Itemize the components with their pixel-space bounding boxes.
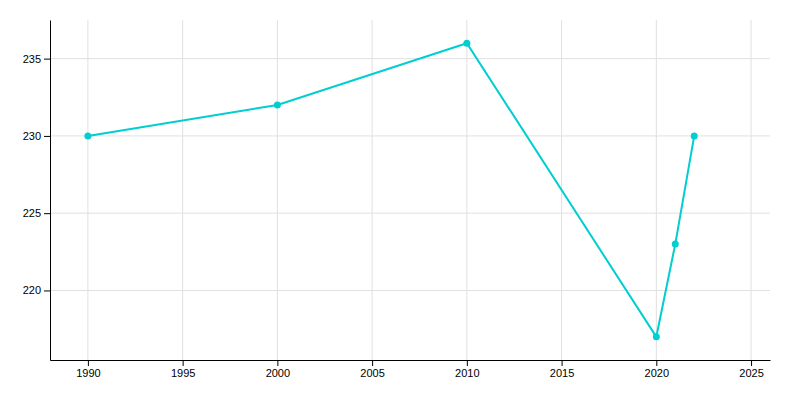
x-axis-tick-mark	[88, 360, 89, 366]
x-axis-tick-label: 2020	[645, 367, 669, 379]
x-axis-tick-mark	[277, 360, 278, 366]
x-axis-tick-label: 2025	[739, 367, 763, 379]
grid-line-y	[50, 58, 770, 59]
x-axis-tick-label: 1995	[171, 367, 195, 379]
x-axis-tick-label: 2005	[360, 367, 384, 379]
plot-area: 1990 1995 2000 2005 2010 2015 2020 2025 220 225 23…	[23, 20, 771, 379]
x-axis-tick-label: 1990	[76, 367, 100, 379]
x-axis-tick-mark	[372, 360, 373, 366]
y-axis-tick: 230	[23, 130, 50, 142]
grid-line-x	[372, 20, 373, 360]
x-axis-tick: 2010	[455, 360, 479, 379]
grid-line-y	[50, 290, 770, 291]
point	[84, 132, 91, 139]
grid-line-x	[656, 20, 657, 360]
x-axis-tick-mark	[467, 360, 468, 366]
grid-line-x	[751, 20, 752, 360]
y-axis-tick-label: 225	[23, 207, 41, 219]
grid-line-x	[182, 20, 183, 360]
series	[84, 40, 697, 341]
point	[274, 102, 281, 109]
grid-line-x	[277, 20, 278, 360]
y-axis-tick-label: 235	[23, 53, 41, 65]
y-axis-tick: 225	[23, 207, 50, 219]
y-axis-tick-label: 220	[23, 284, 41, 296]
x-axis-line	[51, 360, 771, 361]
x-axis-tick-mark	[751, 360, 752, 366]
chart: 1990 1995 2000 2005 2010 2015 2020 2025 220 225 23…	[0, 0, 800, 400]
x-axis-tick: 2005	[360, 360, 384, 379]
y-axis-tick: 235	[23, 53, 50, 65]
point	[653, 333, 660, 340]
x-axis-tick-mark	[656, 360, 657, 366]
x-axis-tick: 2020	[645, 360, 669, 379]
x-axis-tick: 2000	[266, 360, 290, 379]
grid-line-y	[50, 213, 770, 214]
x-axis-tick-label: 2010	[455, 367, 479, 379]
point	[463, 40, 470, 47]
y-axis-line	[50, 21, 51, 361]
x-axis-tick-mark	[183, 360, 184, 366]
point	[691, 132, 698, 139]
y-axis-tick-mark	[44, 59, 50, 60]
y-axis-tick: 220	[23, 284, 50, 296]
x-axis-tick-mark	[562, 360, 563, 366]
y-axis-tick-mark	[44, 290, 50, 291]
y-axis-tick-mark	[44, 136, 50, 137]
grid	[50, 20, 770, 360]
line	[88, 43, 694, 337]
x-axis-tick-label: 2015	[550, 367, 574, 379]
x-axis: 1990 1995 2000 2005 2010 2015 2020 2025	[51, 360, 771, 379]
x-axis-tick: 2015	[550, 360, 574, 379]
point	[672, 241, 679, 248]
x-axis-tick: 1990	[76, 360, 100, 379]
y-axis-tick-mark	[44, 213, 50, 214]
x-axis-tick-label: 2000	[266, 367, 290, 379]
grid-line-x	[466, 20, 467, 360]
x-axis-tick: 2025	[739, 360, 763, 379]
y-axis: 220 225 230 235	[23, 21, 51, 361]
grid-line-y	[50, 135, 770, 136]
grid-line-x	[87, 20, 88, 360]
y-axis-tick-label: 230	[23, 130, 41, 142]
x-axis-tick: 1995	[171, 360, 195, 379]
